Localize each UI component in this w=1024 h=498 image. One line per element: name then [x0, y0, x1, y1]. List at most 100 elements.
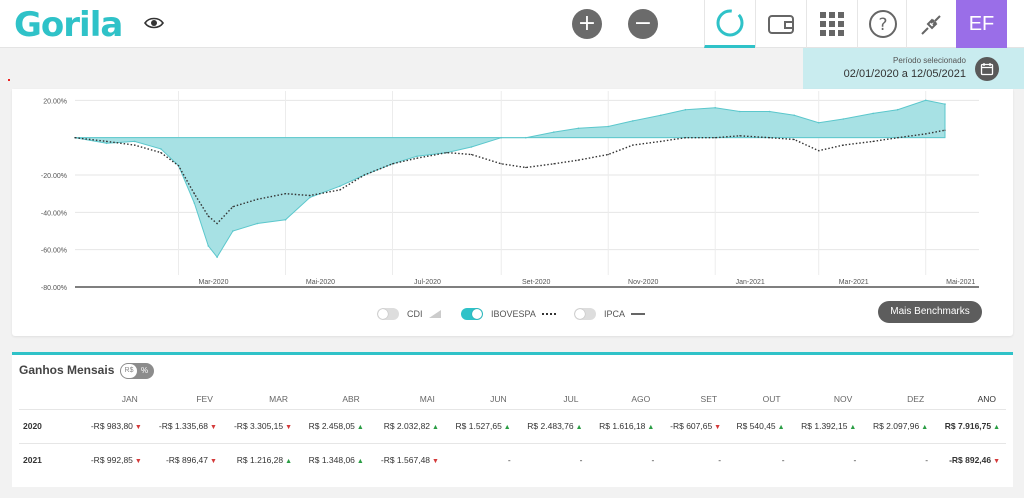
gain-cell: -	[444, 442, 517, 477]
arrow-up-icon: ▲	[354, 458, 364, 466]
gain-value: -	[781, 455, 785, 466]
ibovespa-point	[284, 193, 287, 195]
ibovespa-point	[339, 189, 341, 191]
legend-ibovespa[interactable]: IBOVESPA	[461, 307, 556, 321]
ibovespa-point	[207, 215, 209, 217]
column-header[interactable]: ABR	[342, 393, 360, 404]
ipca-toggle[interactable]	[574, 308, 596, 320]
ibovespa-point	[232, 206, 234, 208]
portfolio-point	[207, 245, 210, 247]
portfolio-point	[133, 140, 136, 143]
y-tick-label: -80.00%	[41, 285, 67, 292]
gain-cell: R$ 1.392,15 ▲	[790, 408, 863, 443]
column-header[interactable]: JUN	[490, 393, 507, 404]
gain-cell: -R$ 992,85 ▼	[81, 442, 148, 477]
arrow-up-icon: ▲	[645, 424, 655, 431]
ibovespa-toggle[interactable]	[461, 308, 483, 320]
gain-value: -R$ 983,80	[90, 421, 133, 431]
currency-percent-toggle[interactable]: R$ %	[120, 363, 154, 379]
arrow-up-icon: ▲	[991, 424, 1000, 431]
arrow-up-icon: ▲	[573, 424, 583, 431]
column-header[interactable]: JUL	[563, 393, 579, 404]
legend-cdi[interactable]: CDI	[377, 307, 441, 321]
ibovespa-point	[607, 153, 609, 156]
more-benchmarks-button[interactable]: Mais Benchmarks	[878, 301, 982, 323]
arrow-up-icon: ▲	[430, 424, 439, 431]
column-header[interactable]: DEZ	[907, 393, 925, 404]
column-header[interactable]: SET	[700, 393, 718, 404]
zoom-in-button[interactable]: +	[572, 9, 602, 39]
user-avatar[interactable]: EF	[956, 0, 1007, 48]
gain-cell: R$ 540,45 ▲	[727, 408, 791, 443]
portfolio-point	[842, 118, 845, 120]
portfolio-point	[632, 120, 634, 122]
portfolio-point	[339, 185, 341, 187]
portfolio-point	[470, 146, 473, 148]
gain-cell: -R$ 1.567,48 ▼	[369, 442, 445, 477]
performance-chart-card: 20.00% -20.00% -40.00% -60.00% -80.00% Mar-20…	[12, 89, 1013, 336]
ibovespa-point	[177, 165, 180, 167]
x-tick-label: Mai-2021	[946, 279, 975, 286]
x-tick-label: Jan-2021	[736, 279, 765, 286]
dotted-line-symbol-icon	[541, 313, 556, 315]
x-tick-label: Mai-2020	[306, 279, 335, 286]
column-header[interactable]: JAN	[121, 393, 138, 404]
portfolio-point	[284, 219, 287, 221]
year-cell: 2021	[19, 442, 81, 477]
eye-icon[interactable]	[143, 12, 165, 34]
monthly-gains-table: JAN FEV MAR ABR MAI JUN JUL AGO SET OUT NOV DEZ ANO …	[19, 389, 1006, 477]
zoom-out-button[interactable]: −	[628, 9, 658, 39]
cdi-toggle[interactable]	[377, 308, 399, 320]
table-row: 2021 -R$ 992,85 ▼ -R$ 896,47 ▼ R$ 1.216,28 …	[19, 442, 1006, 477]
gain-value: -R$ 896,47	[165, 455, 209, 466]
gain-value: -R$ 1.567,48	[380, 455, 431, 466]
period-selector[interactable]: Período selecionado 02/01/2020 a 12/05/2…	[803, 48, 1024, 89]
ibovespa-point	[416, 157, 418, 159]
calendar-icon[interactable]	[975, 57, 999, 81]
gain-cell: R$ 1.348,06 ▲	[298, 442, 370, 477]
gain-value: -	[925, 455, 929, 466]
gain-cell: R$ 1.216,28 ▲	[222, 442, 298, 477]
wallet-icon[interactable]	[755, 0, 806, 48]
gain-cell: -R$ 3.305,15 ▼	[222, 408, 298, 443]
portfolio-point	[924, 99, 927, 102]
gorila-logo[interactable]: Gorila	[14, 5, 123, 45]
arrow-up-icon: ▲	[283, 458, 292, 466]
gain-value: -	[651, 455, 655, 466]
x-tick-label: Jul-2020	[414, 279, 441, 286]
y-tick-label: 20.00%	[43, 98, 67, 105]
portfolio-point	[216, 256, 218, 258]
gain-cell: -	[516, 442, 589, 477]
svg-text:?: ?	[878, 15, 887, 35]
loading-ring-icon[interactable]	[704, 0, 755, 48]
column-header[interactable]: AGO	[631, 393, 651, 404]
ibovespa-point	[134, 144, 136, 146]
portfolio-point	[193, 202, 196, 204]
period-value: 02/01/2020 a 12/05/2021	[843, 68, 966, 80]
help-icon[interactable]: ?	[857, 0, 908, 48]
x-tick-label: Mar-2021	[839, 279, 869, 286]
portfolio-point	[105, 142, 108, 145]
plug-icon[interactable]	[906, 0, 957, 48]
portfolio-point	[500, 136, 503, 139]
gain-value: R$ 1.348,06	[308, 455, 355, 466]
area-symbol-icon	[428, 310, 441, 318]
ibovespa-point	[684, 137, 687, 139]
year-cell: 2020	[19, 408, 81, 443]
column-header[interactable]: FEV	[196, 393, 213, 404]
gain-value: R$ 1.527,65	[455, 421, 502, 431]
portfolio-point	[684, 108, 687, 111]
column-header[interactable]: MAI	[419, 393, 435, 404]
grid-icon[interactable]	[806, 0, 857, 48]
portfolio-point	[607, 125, 609, 128]
portfolio-area	[74, 99, 946, 258]
column-header[interactable]: MAR	[269, 393, 288, 404]
gain-cell: R$ 2.483,76 ▲	[516, 408, 589, 443]
column-header[interactable]: OUT	[762, 393, 781, 404]
portfolio-point	[232, 230, 234, 232]
gain-cell: -R$ 1.335,68 ▼	[147, 408, 223, 443]
column-header[interactable]: ANO	[977, 393, 996, 404]
legend-ipca[interactable]: IPCA	[574, 307, 646, 321]
ibovespa-point	[714, 137, 716, 139]
column-header[interactable]: NOV	[833, 393, 853, 404]
